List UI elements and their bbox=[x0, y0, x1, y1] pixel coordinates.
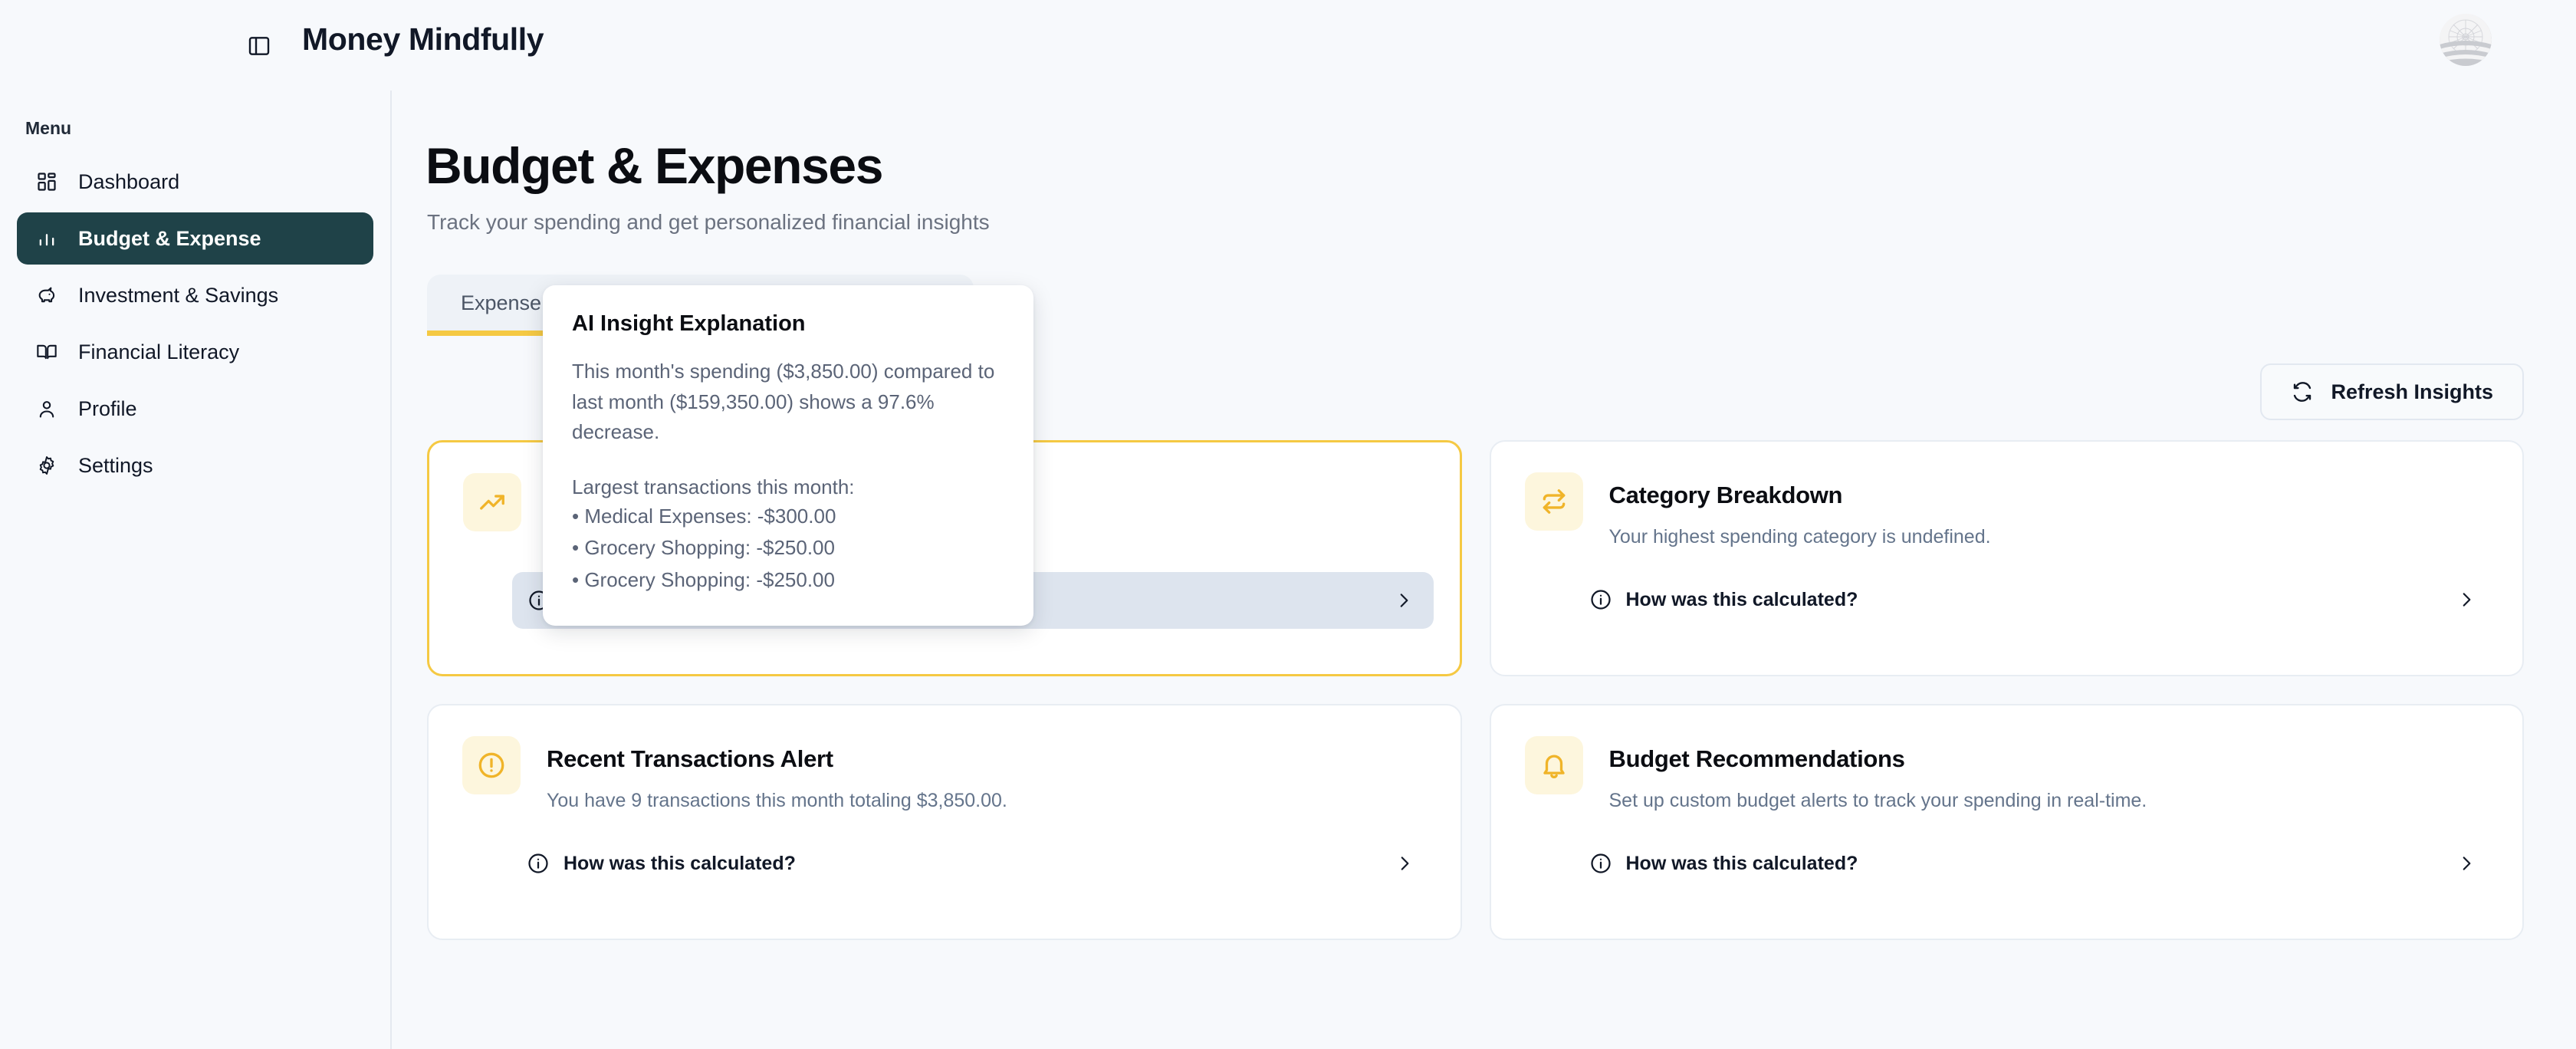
card-description: You have 9 transactions this month total… bbox=[547, 790, 1007, 811]
sidebar-item-label: Budget & Expense bbox=[78, 226, 261, 250]
card-body: Budget Recommendations Set up custom bud… bbox=[1609, 736, 2489, 812]
sidebar-item-financial-literacy[interactable]: Financial Literacy bbox=[17, 326, 373, 378]
bell-icon bbox=[1524, 736, 1583, 794]
tooltip-list-heading: Largest transactions this month: bbox=[572, 475, 855, 498]
how-was-this-calculated-row[interactable]: How was this calculated? bbox=[1574, 571, 2497, 628]
exchange-arrows-icon bbox=[1524, 472, 1583, 531]
sidebar: Menu Dashboard Budget & Expense Investme… bbox=[0, 90, 392, 1049]
alert-circle-icon bbox=[462, 736, 521, 794]
insight-card-category-breakdown[interactable]: Category Breakdown Your highest spending… bbox=[1489, 440, 2524, 676]
grid-icon bbox=[34, 169, 60, 195]
page-subtitle: Track your spending and get personalized… bbox=[427, 210, 990, 234]
sidebar-item-label: Financial Literacy bbox=[78, 340, 240, 363]
refresh-insights-label: Refresh Insights bbox=[2331, 380, 2493, 403]
sidebar-item-settings[interactable]: Settings bbox=[17, 439, 373, 492]
sidebar-item-label: Profile bbox=[78, 396, 137, 420]
gear-icon bbox=[34, 452, 60, 478]
refresh-insights-button[interactable]: Refresh Insights bbox=[2260, 363, 2524, 420]
card-header: Recent Transactions Alert You have 9 tra… bbox=[462, 736, 1427, 812]
sidebar-menu-label: Menu bbox=[25, 118, 72, 138]
app-title: Money Mindfully bbox=[302, 21, 544, 57]
tooltip-title: AI Insight Explanation bbox=[572, 311, 806, 336]
top-bar: Money Mindfully bbox=[0, 0, 2576, 90]
card-body: Category Breakdown Your highest spending… bbox=[1609, 472, 2489, 548]
refresh-icon bbox=[2291, 380, 2314, 403]
page-title: Budget & Expenses bbox=[426, 137, 883, 194]
toolbar: Refresh Insights bbox=[418, 363, 2524, 420]
sidebar-item-budget-expense[interactable]: Budget & Expense bbox=[17, 212, 373, 265]
chevron-right-icon bbox=[1395, 853, 1414, 873]
chevron-right-icon bbox=[2456, 853, 2476, 873]
tooltip-list-item: • Grocery Shopping: -$250.00 bbox=[572, 567, 835, 591]
book-open-icon bbox=[34, 339, 60, 365]
bar-chart-icon bbox=[34, 225, 60, 252]
info-icon bbox=[527, 852, 550, 875]
sidebar-item-investment-savings[interactable]: Investment & Savings bbox=[17, 269, 373, 321]
tooltip-list-item: • Medical Expenses: -$300.00 bbox=[572, 504, 836, 528]
card-body: Recent Transactions Alert You have 9 tra… bbox=[547, 736, 1427, 812]
user-icon bbox=[34, 396, 60, 422]
card-title: Category Breakdown bbox=[1608, 482, 1843, 508]
sidebar-item-label: Dashboard bbox=[78, 169, 180, 193]
sidebar-item-dashboard[interactable]: Dashboard bbox=[17, 156, 373, 208]
piggy-bank-icon bbox=[34, 282, 60, 308]
card-title: Budget Recommendations bbox=[1608, 745, 1905, 772]
tooltip-paragraph: This month's spending ($3,850.00) compar… bbox=[572, 360, 995, 444]
info-icon bbox=[1589, 852, 1612, 875]
insight-card-recent-transactions-alert[interactable]: Recent Transactions Alert You have 9 tra… bbox=[427, 704, 1462, 940]
avatar[interactable] bbox=[2440, 14, 2492, 66]
card-description: Your highest spending category is undefi… bbox=[1608, 526, 1991, 548]
sidebar-toggle-icon[interactable] bbox=[244, 31, 274, 61]
sidebar-item-profile[interactable]: Profile bbox=[17, 383, 373, 435]
how-was-this-calculated-label: How was this calculated? bbox=[564, 852, 796, 874]
how-was-this-calculated-label: How was this calculated? bbox=[1625, 588, 1858, 610]
card-header: Category Breakdown Your highest spending… bbox=[1524, 472, 2489, 548]
sidebar-item-label: Investment & Savings bbox=[78, 283, 279, 307]
trending-up-icon bbox=[463, 473, 521, 531]
how-was-this-calculated-row[interactable]: How was this calculated? bbox=[1574, 835, 2497, 892]
how-was-this-calculated-row[interactable]: How was this calculated? bbox=[511, 835, 1434, 892]
info-icon bbox=[1589, 588, 1612, 611]
how-was-this-calculated-label: How was this calculated? bbox=[1625, 852, 1858, 874]
ai-insight-tooltip: AI Insight Explanation This month's spen… bbox=[543, 285, 1033, 626]
card-title: Recent Transactions Alert bbox=[547, 745, 833, 772]
sidebar-item-label: Settings bbox=[78, 453, 153, 477]
card-description: Set up custom budget alerts to track you… bbox=[1608, 790, 2147, 811]
tooltip-list-item: • Grocery Shopping: -$250.00 bbox=[572, 536, 835, 560]
chevron-right-icon bbox=[2456, 590, 2476, 610]
chevron-right-icon bbox=[1394, 590, 1414, 610]
insight-card-budget-recommendations[interactable]: Budget Recommendations Set up custom bud… bbox=[1489, 704, 2524, 940]
tooltip-spacer bbox=[572, 448, 1004, 475]
card-header: Budget Recommendations Set up custom bud… bbox=[1524, 736, 2489, 812]
